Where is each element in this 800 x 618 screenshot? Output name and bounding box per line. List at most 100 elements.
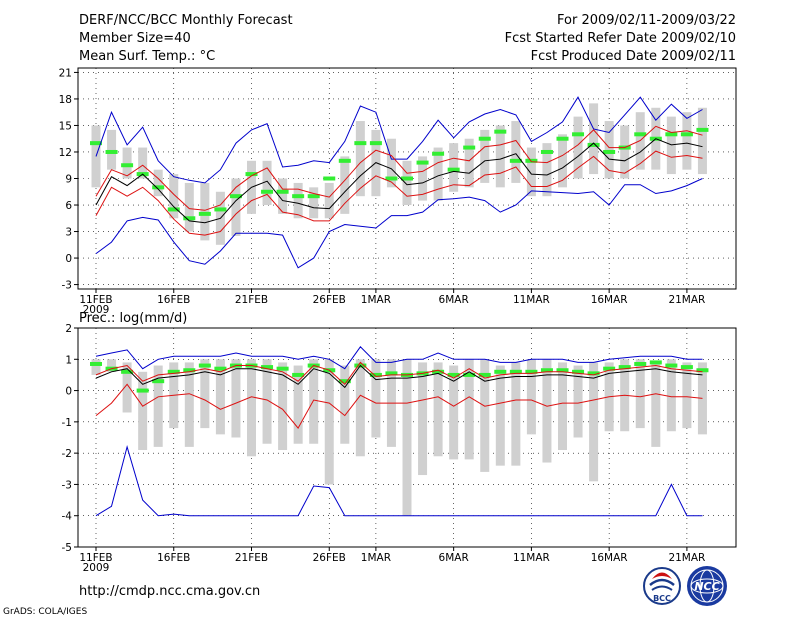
prec-x-tick-label: 21MAR xyxy=(668,552,705,564)
prec-ensemble-box xyxy=(91,359,101,375)
temp-ensemble-box xyxy=(184,182,194,232)
temp-ensemble-box xyxy=(697,107,707,175)
temp-climatology-marker xyxy=(463,145,476,150)
temp-climatology-marker xyxy=(90,141,102,146)
prec-ensemble-box xyxy=(480,359,490,472)
prec-x-tick-label: 26FEB xyxy=(313,552,346,564)
temp-climatology-marker xyxy=(105,149,118,154)
temp-ensemble-box xyxy=(511,121,521,183)
temp-climatology-marker xyxy=(214,207,227,212)
temp-y-tick-label: -3 xyxy=(62,280,72,292)
temp-climatology-marker xyxy=(323,176,336,181)
temp-climatology-marker xyxy=(665,132,678,137)
prec-envelope-max-line xyxy=(95,346,703,370)
temp-ensemble-box xyxy=(278,178,288,214)
temp-ensemble-box xyxy=(107,129,117,170)
bcc-logo: BCC xyxy=(643,567,681,605)
temp-ensemble-box xyxy=(231,178,241,236)
prec-climatology-marker xyxy=(261,365,274,370)
prec-climatology-marker xyxy=(540,368,553,373)
prec-climatology-marker xyxy=(447,372,460,377)
temp-climatology-marker xyxy=(525,158,538,163)
temp-y-tick-label: 3 xyxy=(65,227,72,239)
prec-climatology-marker xyxy=(525,369,538,374)
temp-x-tick-label: 6MAR xyxy=(439,294,469,306)
prec-ensemble-mean-line xyxy=(95,364,703,389)
prec-climatology-marker xyxy=(463,372,476,377)
prec-x-tick-label: 21FEB xyxy=(235,552,268,564)
temp-ensemble-box xyxy=(200,182,210,241)
prec-ensemble-box xyxy=(526,359,536,435)
temp-ensemble-box xyxy=(262,160,272,206)
temp-climatology-marker xyxy=(369,141,382,146)
prec-ensemble-box xyxy=(542,359,552,463)
temp-ensemble-box xyxy=(464,138,474,188)
prec-spread-lower-line xyxy=(95,383,703,429)
prec-ensemble-box xyxy=(573,365,583,438)
prec-ensemble-box xyxy=(184,362,194,447)
prec-ensemble-box xyxy=(651,362,661,447)
prec-y-tick-label: -5 xyxy=(62,542,72,554)
prec-ensemble-box xyxy=(107,359,117,372)
temp-x-tick-label: 1MAR xyxy=(361,294,391,306)
temp-ensemble-box xyxy=(340,156,350,214)
temp-ensemble-box xyxy=(386,138,396,188)
temp-climatology-marker xyxy=(416,160,429,165)
prec-ensemble-box xyxy=(666,359,676,432)
prec-ensemble-box xyxy=(589,362,599,482)
temp-ensemble-box xyxy=(620,125,630,179)
ncc-logo-text: NCC xyxy=(694,580,719,593)
prec-ensemble-box xyxy=(293,365,303,444)
temp-climatology-marker xyxy=(183,216,196,221)
temp-y-tick-label: 15 xyxy=(59,120,72,132)
prec-ensemble-box xyxy=(200,359,210,429)
prec-ensemble-box xyxy=(153,365,163,447)
temp-climatology-marker xyxy=(509,158,522,163)
prec-climatology-marker xyxy=(338,379,351,384)
temp-ensemble-box xyxy=(324,182,334,219)
temp-climatology-marker xyxy=(401,176,413,181)
prec-climatology-marker xyxy=(432,369,445,374)
temp-climatology-marker xyxy=(494,129,507,134)
header-left-title: DERF/NCC/BCC Monthly Forecast xyxy=(79,13,293,28)
header-date-range: For 2009/02/11-2009/03/22 xyxy=(557,13,736,28)
prec-climatology-marker xyxy=(167,369,180,374)
temp-x-tick-label: 21FEB xyxy=(235,294,268,306)
prec-y-tick-label: 2 xyxy=(65,323,72,335)
prec-ensemble-box xyxy=(371,359,381,438)
prec-ensemble-box xyxy=(402,359,412,516)
temp-spread-lower-line xyxy=(95,150,703,236)
prec-climatology-marker xyxy=(494,369,507,374)
prec-spread-upper-line xyxy=(95,361,703,386)
temp-ensemble-mean-line xyxy=(95,138,703,224)
prec-ensemble-box xyxy=(122,362,132,413)
temp-x-tick-label: 26FEB xyxy=(313,294,346,306)
prec-y-tick-label: -1 xyxy=(62,417,72,429)
prec-climatology-marker xyxy=(214,366,227,371)
prec-ensemble-box xyxy=(558,362,567,451)
prec-climatology-marker xyxy=(649,360,662,365)
prec-climatology-marker xyxy=(183,368,196,373)
footer-url[interactable]: http://cmdp.ncc.cma.gov.cn xyxy=(79,584,260,599)
prec-climatology-marker xyxy=(478,372,491,377)
prec-y-tick-label: -2 xyxy=(62,448,72,460)
temp-ensemble-box xyxy=(449,143,459,192)
prec-climatology-marker xyxy=(152,379,165,384)
temp-x-tick-label: 16MAR xyxy=(591,294,628,306)
temp-climatology-marker xyxy=(587,142,600,147)
prec-ensemble-box xyxy=(215,359,225,435)
prec-climatology-marker xyxy=(121,369,134,374)
temp-spread-upper-line xyxy=(95,125,703,211)
prec-envelope-min-line xyxy=(95,445,703,517)
temp-climatology-marker xyxy=(307,194,320,199)
prec-y-tick-label: 0 xyxy=(65,386,72,398)
prec-x-tick-label: 11FEB xyxy=(79,552,112,564)
prec-y-tick-label: 1 xyxy=(65,354,72,366)
temp-ensemble-box xyxy=(589,103,599,175)
temp-y-tick-label: 0 xyxy=(65,253,72,265)
temp-ensemble-box xyxy=(138,147,148,179)
temp-ensemble-box xyxy=(542,143,552,197)
prec-climatology-marker xyxy=(587,371,600,376)
prec-ensemble-box xyxy=(247,359,256,457)
temp-climatology-marker xyxy=(572,132,585,137)
